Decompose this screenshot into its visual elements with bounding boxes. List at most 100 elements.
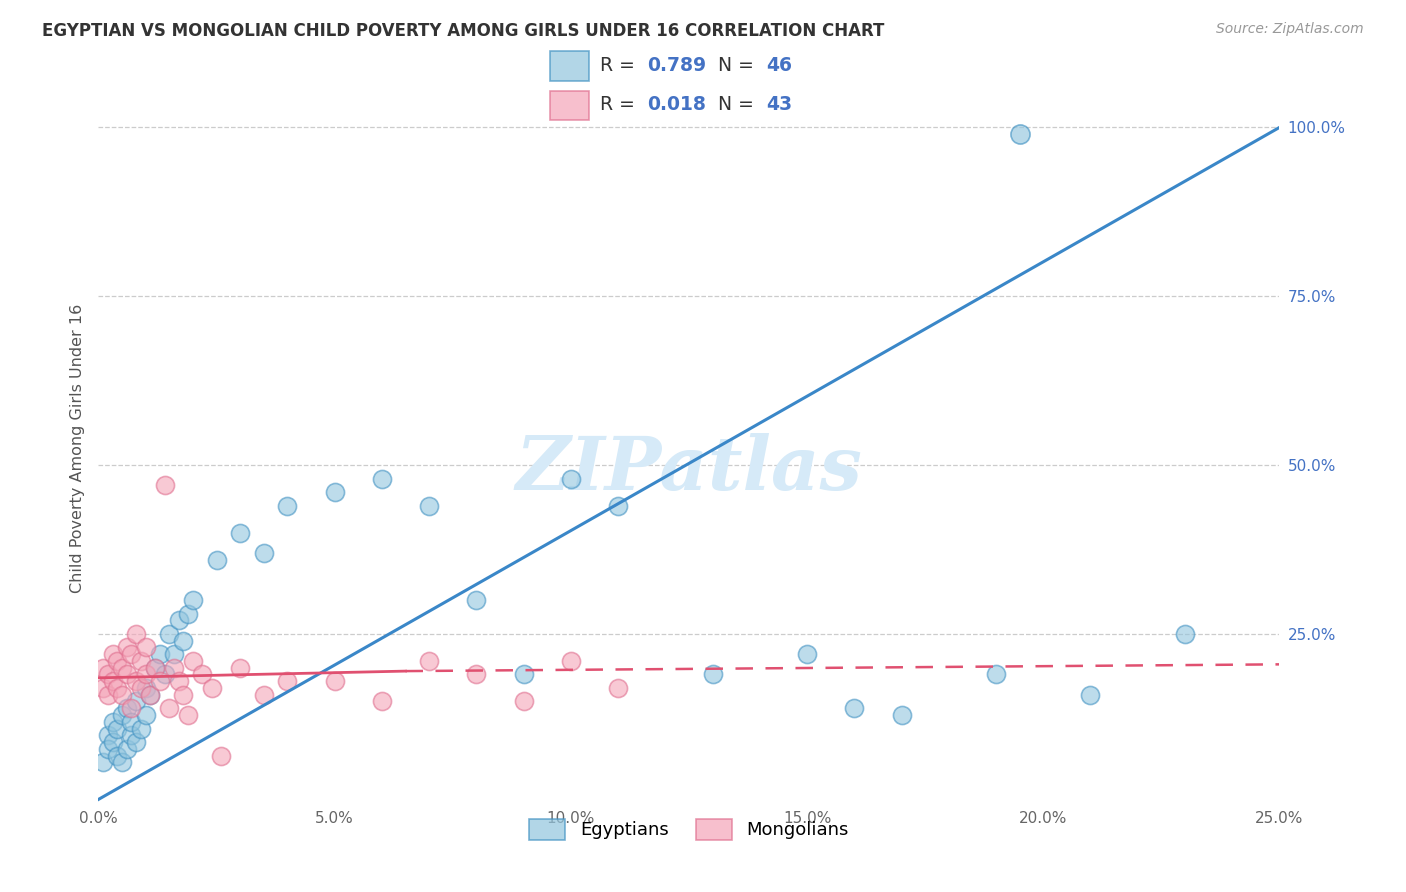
Point — [323, 485, 346, 500]
Point — [1008, 127, 1031, 141]
Point — [702, 667, 724, 681]
Point — [121, 647, 143, 661]
Point — [512, 667, 534, 681]
Point — [97, 667, 120, 681]
Point — [125, 694, 148, 708]
Point — [465, 667, 488, 681]
Text: EGYPTIAN VS MONGOLIAN CHILD POVERTY AMONG GIRLS UNDER 16 CORRELATION CHART: EGYPTIAN VS MONGOLIAN CHILD POVERTY AMON… — [42, 22, 884, 40]
Point — [115, 741, 138, 756]
Point — [115, 667, 138, 681]
Text: N =: N = — [718, 56, 761, 75]
Point — [125, 627, 148, 641]
Point — [105, 681, 128, 695]
Point — [163, 647, 186, 661]
Point — [205, 552, 228, 566]
Point — [143, 661, 166, 675]
Point — [129, 722, 152, 736]
Point — [129, 654, 152, 668]
Point — [101, 714, 124, 729]
Point — [149, 674, 172, 689]
Text: ZIPatlas: ZIPatlas — [516, 434, 862, 506]
Point — [121, 728, 143, 742]
Legend: Egyptians, Mongolians: Egyptians, Mongolians — [522, 812, 856, 847]
Point — [607, 499, 630, 513]
Point — [125, 674, 148, 689]
Text: Source: ZipAtlas.com: Source: ZipAtlas.com — [1216, 22, 1364, 37]
Point — [101, 735, 124, 749]
Point — [97, 688, 120, 702]
Point — [111, 708, 134, 723]
Point — [135, 640, 157, 655]
Point — [607, 681, 630, 695]
Point — [371, 472, 394, 486]
Point — [172, 633, 194, 648]
Point — [129, 681, 152, 695]
Point — [135, 708, 157, 723]
Point — [97, 728, 120, 742]
Text: 0.018: 0.018 — [648, 95, 706, 114]
Point — [153, 478, 176, 492]
Point — [105, 748, 128, 763]
Point — [209, 748, 232, 763]
Point — [91, 756, 114, 770]
Text: 0.789: 0.789 — [648, 56, 707, 75]
Point — [135, 667, 157, 681]
Point — [101, 674, 124, 689]
Point — [167, 674, 190, 689]
Text: R =: R = — [600, 95, 641, 114]
Point — [323, 674, 346, 689]
Text: R =: R = — [600, 56, 641, 75]
Point — [157, 627, 180, 641]
Point — [229, 661, 252, 675]
Point — [1080, 688, 1102, 702]
Point — [111, 661, 134, 675]
Point — [111, 688, 134, 702]
Point — [418, 654, 440, 668]
Point — [276, 499, 298, 513]
Point — [149, 647, 172, 661]
Point — [157, 701, 180, 715]
Point — [253, 546, 276, 560]
Point — [177, 708, 200, 723]
Point — [143, 661, 166, 675]
Point — [1174, 627, 1197, 641]
Point — [418, 499, 440, 513]
Bar — [550, 91, 589, 120]
Point — [796, 647, 818, 661]
Text: N =: N = — [718, 95, 761, 114]
Point — [172, 688, 194, 702]
Point — [276, 674, 298, 689]
Point — [91, 661, 114, 675]
Point — [229, 525, 252, 540]
Point — [121, 714, 143, 729]
Point — [181, 593, 204, 607]
Text: 46: 46 — [766, 56, 792, 75]
Point — [91, 681, 114, 695]
Point — [253, 688, 276, 702]
Bar — [550, 51, 589, 80]
Point — [177, 607, 200, 621]
Point — [560, 472, 582, 486]
Point — [115, 640, 138, 655]
Point — [105, 654, 128, 668]
Point — [181, 654, 204, 668]
Point — [139, 688, 162, 702]
Y-axis label: Child Poverty Among Girls Under 16: Child Poverty Among Girls Under 16 — [69, 303, 84, 593]
Point — [984, 667, 1007, 681]
Point — [153, 667, 176, 681]
Point — [465, 593, 488, 607]
Point — [844, 701, 866, 715]
Point — [121, 701, 143, 715]
Point — [560, 654, 582, 668]
Text: 43: 43 — [766, 95, 792, 114]
Point — [163, 661, 186, 675]
Point — [97, 741, 120, 756]
Point — [191, 667, 214, 681]
Point — [890, 708, 912, 723]
Point — [125, 735, 148, 749]
Point — [135, 681, 157, 695]
Point — [111, 756, 134, 770]
Point — [115, 701, 138, 715]
Point — [105, 722, 128, 736]
Point — [201, 681, 224, 695]
